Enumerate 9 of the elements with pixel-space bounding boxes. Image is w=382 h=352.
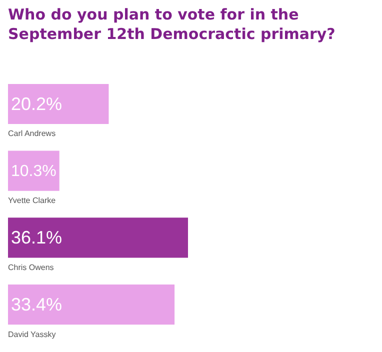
y-tick-label: Chris Owens [8,263,54,272]
data-label: 33.4% [11,294,62,315]
data-label: 36.1% [11,228,62,248]
y-tick-label: Yvette Clarke [8,196,56,205]
data-label: 20.2% [11,94,62,114]
y-tick-label: David Yassky [8,330,56,339]
data-label: 10.3% [11,163,56,180]
y-tick-label: Carl Andrews [8,129,56,138]
chart-title: Who do you plan to vote for in the September 12th Democractic primary? [8,5,336,43]
